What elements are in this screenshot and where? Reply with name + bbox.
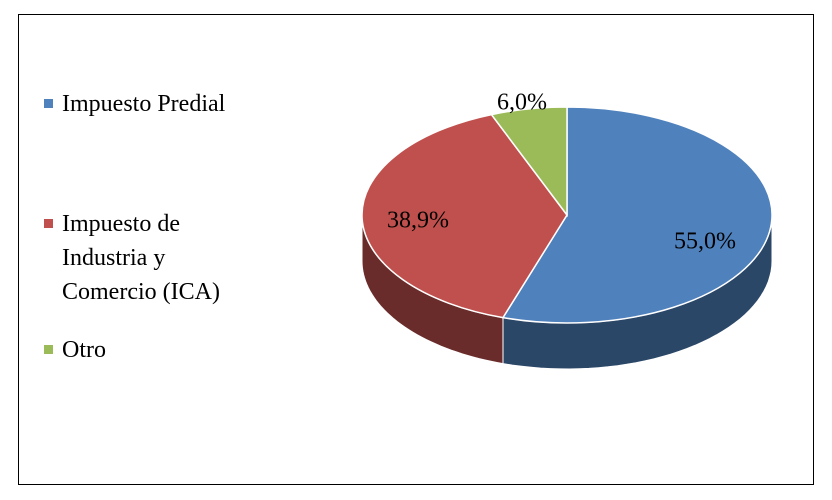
slice [361, 113, 568, 319]
slice [501, 106, 773, 324]
legend-swatch [44, 99, 53, 108]
slice [490, 106, 568, 218]
legend-item: Impuesto de Industria y Comercio (ICA) [44, 207, 234, 309]
legend-label: Impuesto Predial [62, 91, 226, 117]
legend-swatch [44, 345, 53, 354]
chart-frame [18, 14, 814, 485]
legend-label: Impuesto de Industria y Comercio (ICA) [62, 211, 220, 305]
legend-item: Impuesto Predial [44, 87, 234, 121]
legend-swatch [44, 219, 53, 228]
data-label: 6,0% [497, 90, 547, 116]
legend-label: Otro [62, 337, 106, 363]
data-label: 38,9% [387, 208, 449, 234]
legend-item: Otro [44, 333, 234, 367]
data-label: 55,0% [674, 229, 736, 255]
